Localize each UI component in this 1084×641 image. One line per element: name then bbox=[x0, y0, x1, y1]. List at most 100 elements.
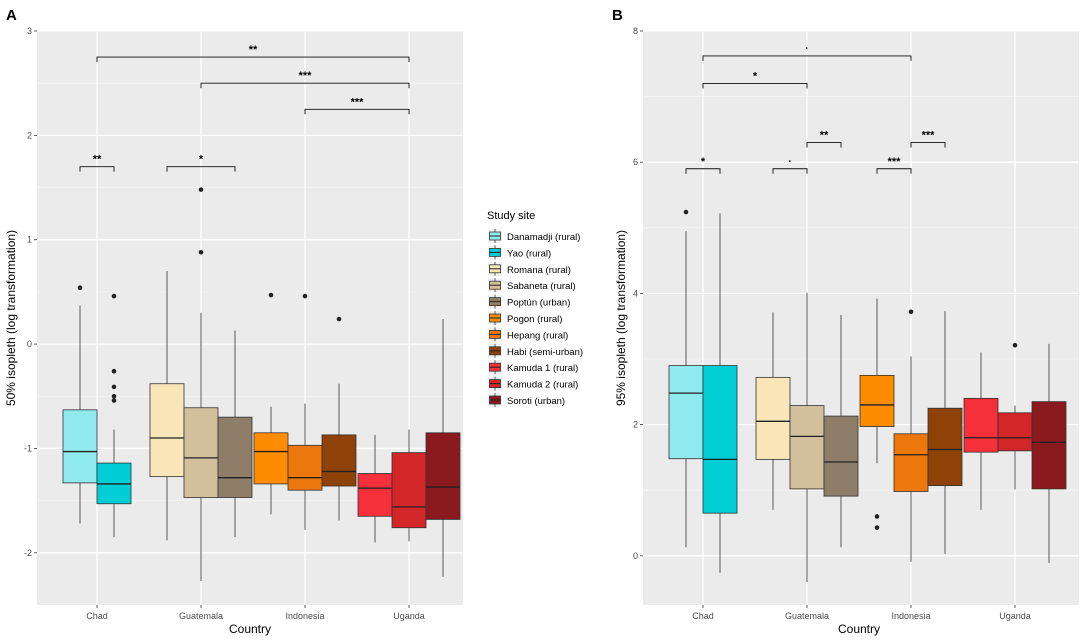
outlier-point bbox=[111, 293, 117, 299]
y-tick-label: 0 bbox=[27, 339, 32, 349]
outlier-point bbox=[302, 293, 308, 299]
box-body bbox=[755, 376, 791, 460]
box-habi-semi-urban- bbox=[321, 316, 357, 521]
y-tick-label: -1 bbox=[24, 443, 32, 453]
box-popt-n-urban- bbox=[217, 330, 253, 538]
panel-b: B 0 2 4 6 8 Chad Guatemala Indonesia Uganda * · *… bbox=[612, 7, 1079, 636]
panel-a-boxes bbox=[62, 187, 461, 581]
y-tick-label: -2 bbox=[24, 548, 32, 558]
x-tick-label: Chad bbox=[86, 611, 108, 621]
box-body bbox=[997, 412, 1033, 452]
box-pogon-rural- bbox=[253, 292, 289, 515]
significance-label: *** bbox=[922, 130, 936, 142]
box-body bbox=[287, 444, 323, 491]
box-kamuda-2-rural- bbox=[391, 429, 427, 542]
legend-label: Poptún (urban) bbox=[507, 298, 570, 309]
box-soroti-urban- bbox=[425, 319, 461, 577]
box-pogon-rural- bbox=[859, 298, 895, 530]
significance-bracket: *** bbox=[200, 70, 410, 89]
outlier-point bbox=[1012, 342, 1018, 348]
outlier-point bbox=[908, 309, 914, 315]
panel-b-gridlines bbox=[643, 30, 1079, 605]
y-tick-label: 3 bbox=[27, 26, 32, 36]
x-tick-label: Indonesia bbox=[285, 611, 324, 621]
significance-label: ** bbox=[820, 130, 829, 142]
outlier-point bbox=[198, 249, 204, 255]
panel-a-x-axis: Chad Guatemala Indonesia Uganda bbox=[86, 605, 425, 621]
outlier-point bbox=[111, 393, 117, 399]
significance-label: · bbox=[788, 156, 792, 168]
box-body bbox=[357, 473, 393, 517]
outlier-point bbox=[874, 514, 880, 519]
y-tick-label: 6 bbox=[633, 157, 638, 167]
panel-b-plot-background bbox=[643, 31, 1079, 605]
legend-item: Kamuda 2 (rural) bbox=[488, 376, 578, 391]
significance-label: · bbox=[805, 43, 809, 55]
box-body bbox=[668, 365, 704, 460]
box-body bbox=[253, 432, 289, 485]
bracket-line bbox=[304, 108, 410, 115]
box-kamuda-2-rural- bbox=[997, 342, 1033, 490]
box-soroti-urban- bbox=[1031, 343, 1067, 564]
significance-label: * bbox=[701, 156, 706, 168]
box-body bbox=[823, 415, 859, 497]
significance-bracket: · bbox=[772, 156, 808, 174]
legend-item: Yao (rural) bbox=[488, 245, 551, 260]
box-habi-semi-urban- bbox=[927, 311, 963, 554]
y-tick-label: 2 bbox=[27, 130, 32, 140]
box-kamuda-1-rural- bbox=[963, 352, 999, 510]
legend-item: Romana (rural) bbox=[488, 261, 571, 276]
panel-a-y-axis-title: 50% isopleth (log transformation) bbox=[4, 230, 18, 406]
box-romana-rural- bbox=[149, 271, 185, 541]
legend-label: Sabaneta (rural) bbox=[507, 281, 576, 292]
significance-bracket: ** bbox=[806, 130, 842, 148]
bracket-line bbox=[685, 168, 721, 174]
legend-title: Study site bbox=[487, 210, 535, 222]
box-body bbox=[1031, 401, 1067, 490]
x-tick-label: Uganda bbox=[999, 611, 1031, 621]
box-body bbox=[217, 416, 253, 498]
panel-b-boxes bbox=[668, 209, 1067, 583]
bracket-line bbox=[166, 166, 236, 172]
panel-b-letter: B bbox=[612, 7, 623, 24]
x-tick-label: Uganda bbox=[393, 611, 425, 621]
outlier-point bbox=[874, 525, 880, 530]
box-body bbox=[789, 405, 825, 490]
significance-bracket: *** bbox=[304, 96, 410, 115]
panel-b-y-axis-title: 95% isopleth (log transformation) bbox=[614, 230, 628, 406]
bracket-line bbox=[200, 82, 410, 89]
box-sabaneta-rural- bbox=[789, 292, 825, 583]
x-tick-label: Guatemala bbox=[785, 611, 829, 621]
x-tick-label: Guatemala bbox=[179, 611, 223, 621]
panel-b-x-axis-title: Country bbox=[838, 622, 880, 636]
box-yao-rural- bbox=[96, 293, 132, 538]
significance-label: * bbox=[753, 70, 758, 82]
panel-a-y-axis: -2 -1 0 1 2 3 bbox=[24, 26, 37, 558]
significance-bracket: * bbox=[702, 70, 808, 89]
legend-item: Poptún (urban) bbox=[488, 294, 570, 309]
x-tick-label: Indonesia bbox=[891, 611, 930, 621]
box-body bbox=[391, 452, 427, 529]
y-tick-label: 8 bbox=[633, 26, 638, 36]
legend-label: Hepang (rural) bbox=[507, 330, 568, 341]
box-body bbox=[149, 383, 185, 478]
outlier-point bbox=[111, 398, 117, 403]
significance-label: * bbox=[199, 154, 204, 166]
box-hepang-rural- bbox=[287, 293, 323, 530]
legend-label: Soroti (urban) bbox=[507, 396, 565, 407]
outlier-point bbox=[111, 368, 117, 374]
panel-a-significance: ** ********* bbox=[79, 44, 410, 172]
legend-label: Danamadji (rural) bbox=[507, 232, 580, 243]
legend: Study site Danamadji (rural) Yao (rural) R… bbox=[487, 210, 583, 407]
significance-bracket: · bbox=[702, 43, 912, 61]
panel-b-x-axis: Chad Guatemala Indonesia Uganda bbox=[692, 605, 1031, 621]
y-tick-label: 4 bbox=[633, 288, 638, 298]
significance-bracket: *** bbox=[876, 156, 912, 174]
box-body bbox=[859, 374, 895, 427]
legend-items: Danamadji (rural) Yao (rural) Romana (rura… bbox=[488, 229, 583, 407]
legend-item: Pogon (rural) bbox=[488, 311, 562, 325]
box-danamadji-rural- bbox=[62, 285, 98, 524]
bracket-line bbox=[772, 168, 808, 174]
